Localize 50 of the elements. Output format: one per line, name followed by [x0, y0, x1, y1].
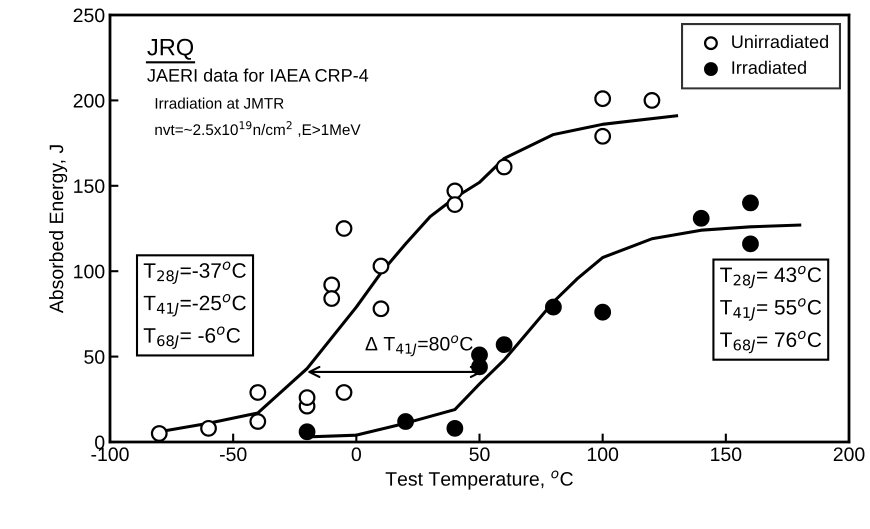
- x-tick-label: 150: [711, 447, 742, 462]
- point: [446, 182, 464, 200]
- y-tick-label: 250: [74, 8, 104, 22]
- point: [742, 194, 759, 212]
- point: [446, 196, 464, 213]
- point: [298, 389, 316, 406]
- point: [200, 420, 217, 437]
- annotation: Δ T$_{41J}$=80$^{o}$C: [366, 335, 473, 356]
- legend-label: Unirradiated: [732, 34, 828, 48]
- x-tick-label: 200: [834, 447, 864, 462]
- annotation: JAERI data for IAEA CRP-4: [147, 68, 368, 82]
- x-tick-label: 50: [469, 447, 490, 462]
- point: [594, 128, 612, 145]
- point: [594, 90, 612, 108]
- point: [150, 425, 168, 442]
- point: [594, 304, 612, 321]
- point: [249, 413, 266, 430]
- x-axis-title: Test Temperature, $^{o}$C: [386, 470, 573, 490]
- point: [372, 258, 390, 274]
- point: [298, 423, 316, 440]
- point: [692, 210, 710, 227]
- x-tick-label: -50: [220, 447, 246, 462]
- point: [336, 220, 352, 237]
- point: [336, 384, 352, 401]
- y-tick-label: 50: [84, 350, 104, 364]
- y-axis-title: Absorbed Energy, J: [49, 145, 68, 314]
- legend-label: Irradiated: [732, 60, 806, 74]
- text: T$_{28J}$= 43$^{o}$C T$_{41J}$= 55$^{o}$C T$_{68J}$= 76$^{o}$C: [720, 266, 822, 354]
- point: [496, 158, 513, 176]
- text: T$_{28J}$=-37$^{o}$C T$_{41J}$=-25$^{o}$C T$_{68J}$= -6$^{o}$C: [144, 262, 246, 349]
- x-tick-label: -100: [91, 447, 129, 462]
- point: [397, 413, 414, 430]
- y-tick-label: 100: [74, 264, 104, 278]
- annotation: Irradiation at JMTR: [156, 98, 284, 109]
- annotation: JRQ: [147, 38, 194, 60]
- point: [323, 276, 340, 294]
- point: [742, 235, 759, 252]
- point: [323, 290, 340, 307]
- point: [545, 298, 562, 316]
- point: [372, 300, 390, 318]
- y-tick-label: 200: [74, 94, 104, 108]
- point: [644, 92, 660, 109]
- point: [249, 384, 266, 401]
- x-tick-label: 0: [352, 447, 361, 462]
- y-tick-label: 0: [95, 435, 104, 450]
- point: [446, 420, 464, 437]
- annotation: nvt=~2.5x10$^{19}$n/cm$^{2}$ ,E>1MeV: [155, 121, 361, 137]
- point: [496, 336, 513, 354]
- y-tick-label: 150: [74, 179, 104, 194]
- x-tick-label: 100: [588, 447, 618, 462]
